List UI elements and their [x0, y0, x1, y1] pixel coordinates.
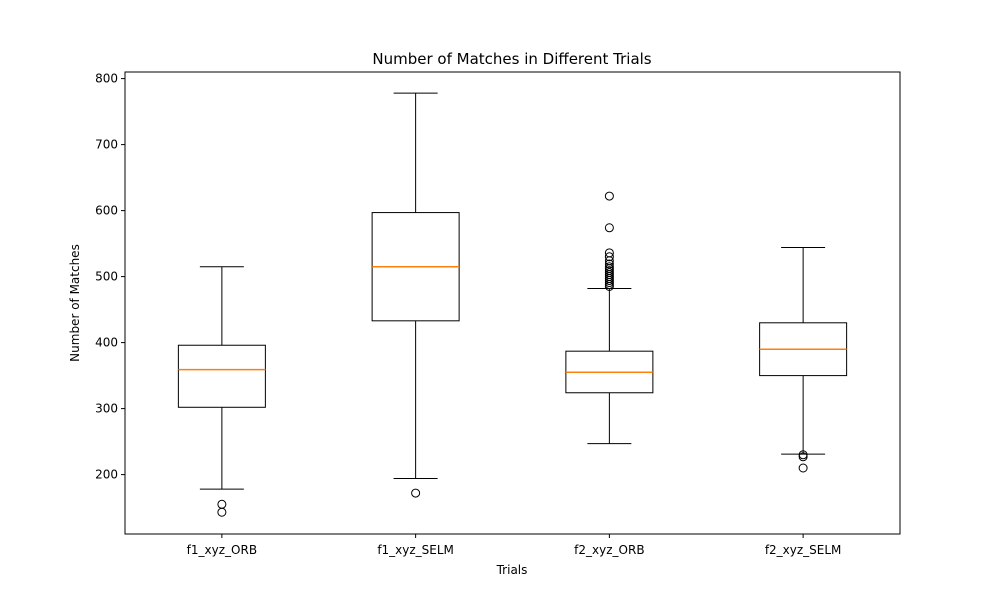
outlier-point — [411, 488, 421, 498]
y-tick-label: 300 — [95, 402, 118, 416]
y-tick-label: 200 — [95, 468, 118, 482]
y-axis-label: Number of Matches — [68, 244, 82, 362]
y-tick-label: 700 — [95, 138, 118, 152]
outlier-point — [217, 507, 227, 517]
outlier-point — [604, 282, 614, 291]
outlier-point — [798, 463, 808, 473]
outlier-point — [604, 259, 614, 269]
x-tick-label: f1_xyz_ORB — [187, 543, 257, 557]
y-tick-label: 500 — [95, 270, 118, 284]
outlier-point — [604, 252, 614, 262]
y-tick-label: 600 — [95, 204, 118, 218]
outlier-point — [604, 223, 614, 233]
outlier-point — [604, 191, 614, 201]
outlier-point — [798, 452, 808, 462]
plot-frame — [124, 71, 901, 535]
x-tick-label: f2_xyz_SELM — [765, 543, 842, 557]
chart-title: Number of Matches in Different Trials — [372, 50, 651, 68]
x-axis-label: Trials — [496, 563, 528, 577]
plot-area: 200 300 400 500 600 700 800 f1_xyz_ORB f1_xyz_SE… — [95, 72, 848, 557]
box-iqr — [177, 344, 266, 408]
y-tick-label: 800 — [95, 72, 118, 86]
x-tick-label: f2_xyz_ORB — [574, 543, 644, 557]
y-tick-label: 400 — [95, 336, 118, 350]
x-tick-label: f1_xyz_SELM — [377, 543, 454, 557]
